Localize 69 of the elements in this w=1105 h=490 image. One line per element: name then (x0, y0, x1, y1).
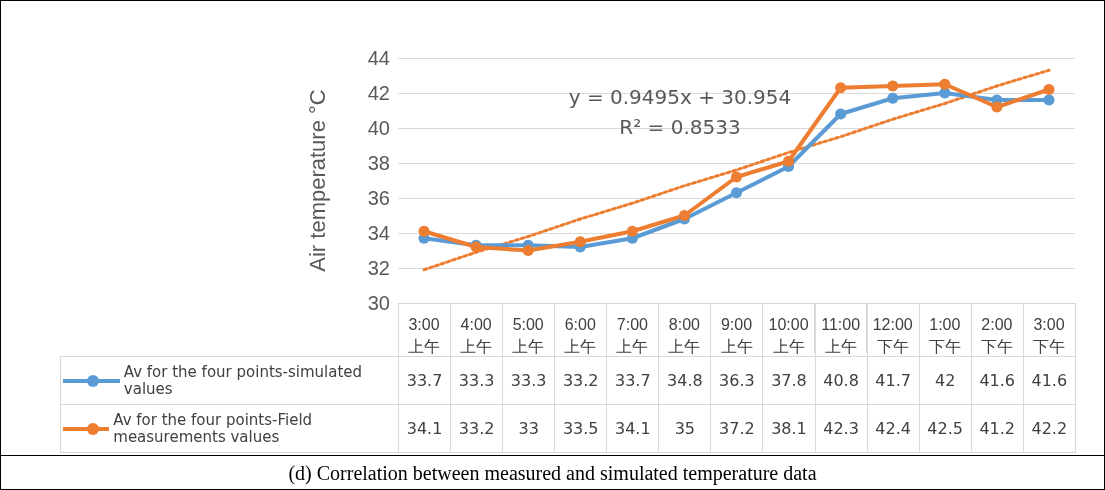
data-label: 34.8 (658, 356, 711, 405)
point (939, 78, 951, 90)
point (574, 236, 586, 248)
y-axis-title: Air temperature °C (304, 89, 330, 272)
data-label: 42 (919, 356, 972, 405)
y-tick-label: 30 (367, 292, 390, 314)
data-label: 38.1 (762, 404, 815, 453)
y-tick-label: 38 (367, 152, 390, 174)
x-tick-label: 3:00 上午 (408, 315, 441, 355)
x-tick-label: 11:00 上午 (821, 315, 861, 355)
point (835, 82, 847, 94)
data-label: 33.2 (450, 404, 503, 453)
y-tick-label: 32 (367, 257, 390, 279)
point (626, 225, 638, 237)
data-label: 36.3 (710, 356, 763, 405)
x-tick-label: 4:00 上午 (460, 315, 493, 355)
data-label: 42.2 (1023, 404, 1076, 453)
legend-label: Av for the four points-Field measurements values (113, 410, 314, 446)
data-label: 33 (502, 404, 555, 453)
data-label: 41.6 (971, 356, 1024, 405)
x-tick-label: 9:00 上午 (720, 315, 753, 355)
data-label: 42.5 (919, 404, 972, 453)
data-label: 33.5 (554, 404, 607, 453)
point (731, 187, 742, 199)
data-label: 33.2 (554, 356, 607, 405)
data-label: 40.8 (815, 356, 868, 405)
data-label: 41.6 (1023, 356, 1076, 405)
text: (d) Correlation between measured and simulated temperature data (0, 455, 1105, 490)
data-label: 33.7 (606, 356, 659, 405)
data-label: 33.7 (398, 356, 451, 405)
y-tick-label: 36 (367, 187, 390, 209)
x-tick-label: 7:00 上午 (616, 315, 649, 355)
x-tick-label: 5:00 上午 (512, 315, 545, 355)
data-label: 35 (658, 404, 711, 453)
data-label: 42.4 (867, 404, 920, 453)
x-tick-label: 2:00 下午 (980, 315, 1013, 355)
legend-label: Av for the four points-simulated values (123, 362, 364, 398)
point (418, 225, 430, 237)
y-tick-label: 34 (367, 222, 390, 244)
point (887, 92, 899, 104)
point (731, 171, 742, 183)
data-label: 33.3 (502, 356, 555, 405)
annotation: R² = 0.8533 (618, 114, 742, 141)
point (522, 245, 534, 256)
data-label: 37.8 (762, 356, 815, 405)
y-tick-label: 40 (367, 117, 390, 139)
point (678, 210, 690, 221)
point (1043, 94, 1055, 106)
data-label: 37.2 (710, 404, 763, 453)
x-tick-label: 10:00 上午 (768, 315, 809, 355)
point (783, 155, 795, 167)
y-tick-label: 42 (367, 82, 390, 104)
x-tick-label: 3:00 下午 (1032, 315, 1065, 355)
x-tick-label: 1:00 下午 (928, 315, 961, 355)
y-tick-label: 44 (367, 47, 390, 69)
x-tick-label: 12:00 下午 (872, 315, 913, 355)
point (835, 108, 847, 120)
data-label: 42.3 (815, 404, 868, 453)
point (1043, 84, 1055, 95)
data-label: 41.7 (867, 356, 920, 405)
data-label: 41.2 (971, 404, 1024, 453)
x-tick-label: 8:00 上午 (668, 315, 701, 355)
point (887, 80, 899, 92)
x-tick-label: 6:00 上午 (564, 315, 597, 355)
data-label: 34.1 (606, 404, 659, 453)
annotation: y = 0.9495x + 30.954 (567, 84, 793, 111)
data-label: 34.1 (398, 404, 451, 453)
data-label: 33.3 (450, 356, 503, 405)
point (991, 101, 1003, 113)
